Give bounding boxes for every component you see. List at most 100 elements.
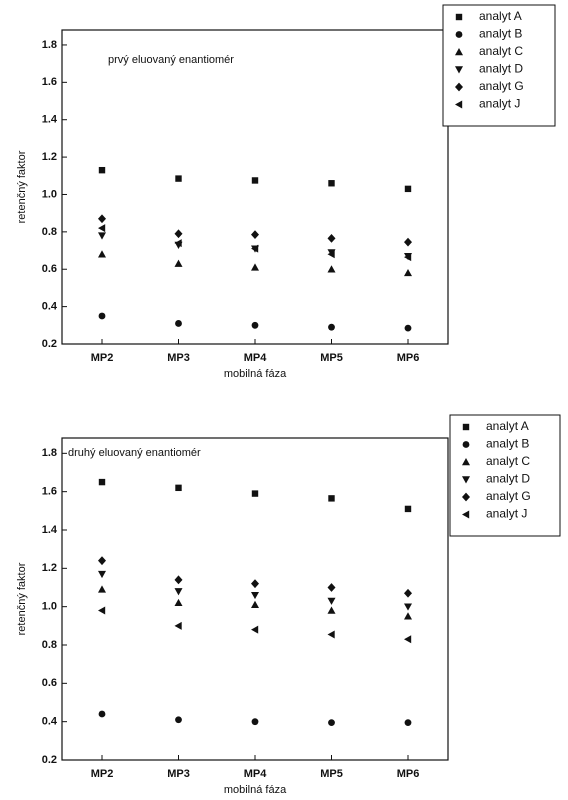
- x-tick-label: MP2: [91, 768, 114, 780]
- marker: [175, 175, 182, 182]
- marker: [327, 265, 336, 273]
- legend-label: analyt J: [486, 507, 527, 521]
- y-tick-label: 0.2: [42, 754, 57, 766]
- legend-label: analyt B: [479, 27, 522, 41]
- legend-label: analyt A: [479, 9, 522, 23]
- marker: [327, 630, 335, 639]
- marker: [98, 214, 106, 224]
- marker: [327, 583, 336, 592]
- marker: [175, 320, 182, 327]
- marker: [251, 591, 259, 600]
- marker: [98, 250, 106, 258]
- y-tick-label: 1.6: [42, 486, 57, 498]
- y-tick-label: 0.8: [42, 226, 57, 238]
- legend-label: analyt C: [486, 454, 530, 468]
- marker: [404, 185, 412, 193]
- marker: [251, 625, 259, 634]
- legend-label: analyt C: [479, 44, 523, 58]
- marker: [174, 588, 183, 596]
- marker: [175, 484, 182, 492]
- y-axis-label: retenčný faktor: [16, 562, 28, 635]
- marker: [251, 230, 259, 240]
- marker: [404, 268, 412, 277]
- marker: [462, 458, 470, 466]
- x-tick-label: MP3: [167, 352, 190, 364]
- marker: [455, 100, 463, 109]
- legend-label: analyt G: [479, 79, 524, 93]
- y-tick-label: 1.6: [42, 76, 57, 88]
- y-tick-label: 1.2: [42, 151, 57, 163]
- marker: [251, 244, 259, 253]
- x-axis-label: mobilná fáza: [224, 368, 287, 380]
- legend-label: analyt J: [479, 97, 520, 111]
- legend-label: analyt A: [486, 419, 529, 433]
- x-tick-label: MP6: [397, 352, 420, 364]
- x-tick-label: MP4: [244, 352, 268, 364]
- marker: [404, 588, 412, 598]
- legend-label: analyt B: [486, 437, 529, 451]
- marker: [174, 621, 182, 630]
- annotation: prvý eluovaný enantiomér: [108, 54, 234, 66]
- marker: [98, 556, 106, 566]
- y-tick-label: 0.6: [42, 263, 57, 275]
- y-tick-label: 1.4: [42, 114, 58, 126]
- y-tick-label: 1.0: [42, 188, 57, 200]
- marker: [98, 710, 106, 718]
- marker: [462, 441, 470, 448]
- legend-label: analyt G: [486, 489, 531, 503]
- marker: [251, 718, 259, 726]
- marker: [327, 606, 336, 614]
- marker: [455, 66, 463, 74]
- x-tick-label: MP3: [167, 768, 190, 780]
- x-tick-label: MP5: [320, 768, 343, 780]
- marker: [462, 476, 470, 484]
- marker: [404, 324, 412, 332]
- y-tick-label: 0.4: [42, 301, 58, 313]
- plot-frame: [61, 29, 449, 345]
- marker: [455, 31, 463, 38]
- x-tick-label: MP5: [320, 352, 343, 364]
- marker: [327, 233, 336, 243]
- x-tick-label: MP6: [397, 768, 420, 780]
- marker: [404, 719, 412, 727]
- marker: [455, 48, 463, 56]
- marker: [251, 177, 259, 184]
- marker: [98, 166, 106, 174]
- marker: [98, 585, 106, 593]
- marker: [251, 263, 259, 271]
- marker: [174, 229, 183, 239]
- marker: [404, 253, 412, 262]
- marker: [174, 239, 182, 248]
- x-tick-label: MP4: [244, 768, 268, 780]
- marker: [462, 492, 470, 502]
- marker: [98, 478, 106, 486]
- marker: [174, 598, 183, 607]
- marker: [251, 321, 259, 329]
- legend-label: analyt D: [486, 472, 530, 486]
- y-tick-label: 0.4: [42, 716, 58, 728]
- marker: [462, 510, 470, 519]
- marker: [327, 250, 335, 259]
- marker: [404, 237, 412, 247]
- legend-label: analyt D: [479, 62, 523, 76]
- y-tick-label: 1.8: [42, 447, 57, 459]
- marker: [328, 719, 335, 727]
- marker: [404, 612, 412, 620]
- x-axis-label: mobilná fáza: [224, 784, 287, 796]
- marker: [328, 495, 335, 502]
- y-axis-label: retenčný faktor: [16, 150, 28, 223]
- y-tick-label: 0.2: [42, 338, 57, 350]
- y-tick-label: 1.0: [42, 601, 57, 613]
- marker: [455, 13, 463, 21]
- marker: [98, 224, 106, 233]
- marker: [328, 323, 335, 331]
- marker: [455, 82, 463, 92]
- y-tick-label: 0.6: [42, 677, 57, 689]
- y-tick-label: 1.4: [42, 524, 58, 536]
- annotation: druhý eluovaný enantiomér: [68, 447, 201, 459]
- marker: [327, 597, 336, 605]
- marker: [328, 180, 335, 187]
- marker: [462, 423, 470, 431]
- marker: [404, 635, 412, 644]
